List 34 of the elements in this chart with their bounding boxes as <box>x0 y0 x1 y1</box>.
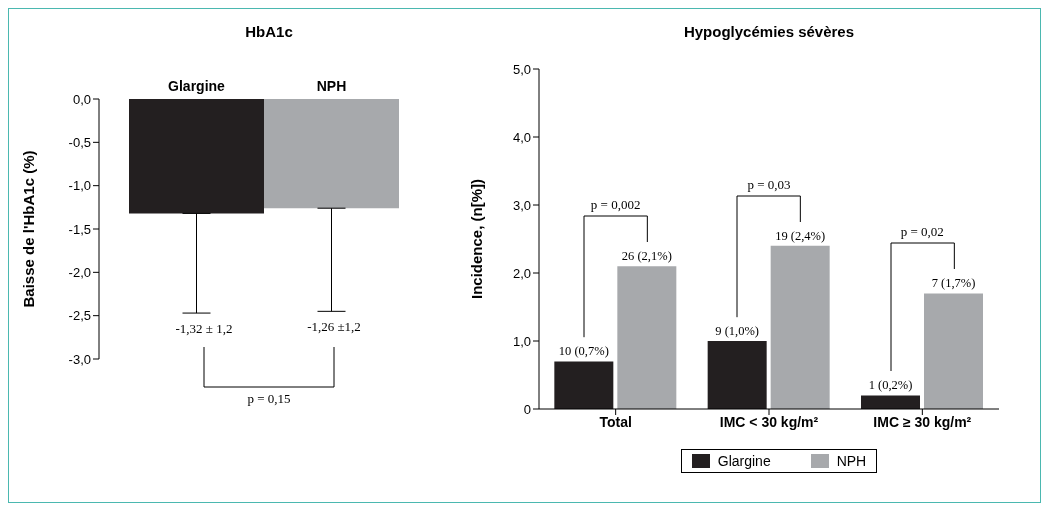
text: p = 0,15 <box>246 391 292 408</box>
y-tick-label: -2,0 <box>68 264 91 280</box>
y-tick-label: 4,0 <box>512 129 531 145</box>
data-label: 26 (2,1%) <box>621 249 672 264</box>
data-label: 10 (0,7%) <box>558 344 609 359</box>
y-tick-label: 1,0 <box>512 333 531 349</box>
y-tick-label: -0,5 <box>68 134 91 150</box>
x-tick-label: IMC ≥ 30 kg/m² <box>873 413 972 430</box>
chart-title: HbA1c <box>244 23 294 40</box>
y-tick-label: 0 <box>523 401 531 417</box>
y-tick-label: -3,0 <box>68 351 91 367</box>
annotation: p = 0,002 <box>589 197 642 214</box>
annotation: p = 0,02 <box>899 224 945 241</box>
y-axis-title: Baisse de l'HbA1c (%) <box>20 150 38 308</box>
chart-title: Hypoglycémies sévères <box>682 23 856 40</box>
data-label: 7 (1,7%) <box>931 276 976 291</box>
x-tick-label: IMC < 30 kg/m² <box>719 413 819 430</box>
y-tick-label: -1,0 <box>68 178 91 194</box>
annotation: p = 0,03 <box>746 176 792 193</box>
x-tick-label: Total <box>599 413 632 430</box>
y-tick-label: 2,0 <box>512 265 531 281</box>
legend-label: Glargine <box>717 453 771 469</box>
data-label: 19 (2,4%) <box>775 228 826 243</box>
y-tick-label: -2,5 <box>68 308 91 324</box>
legend-label: NPH <box>836 453 867 469</box>
y-tick-label: 5,0 <box>512 61 531 77</box>
y-axis-title: Incidence, (n[%]) <box>468 178 486 300</box>
y-tick-label: 0,0 <box>72 91 91 107</box>
y-tick-label: -1,5 <box>68 221 91 237</box>
annotation: -1,32 ± 1,2 <box>174 321 234 338</box>
data-label: 1 (0,2%) <box>868 378 913 393</box>
data-label: 9 (1,0%) <box>715 324 760 338</box>
y-tick-label: 3,0 <box>512 197 531 213</box>
annotation: -1,26 ±1,2 <box>306 319 362 336</box>
